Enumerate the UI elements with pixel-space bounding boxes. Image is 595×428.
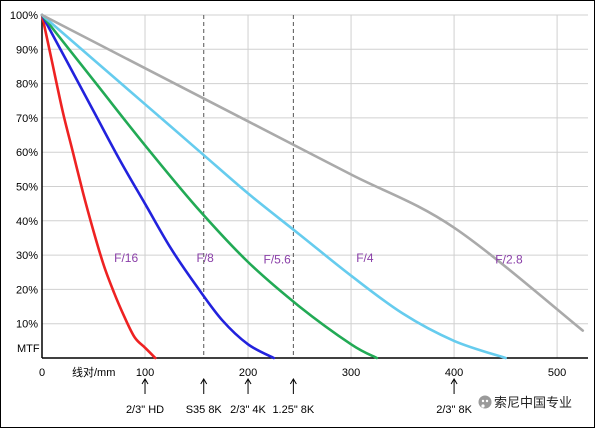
y-tick-label: 30% [16,250,38,262]
series-labels: F/16 F/8 F/5.6 F/4 F/2.8 [114,251,523,267]
y-tick-label: 60% [16,147,38,159]
y-tick-label: 20% [16,284,38,296]
annotation-arrowhead [450,378,458,385]
x-tick-label: 500 [548,367,566,379]
series-line [40,13,276,360]
y-tick-label: 90% [16,44,38,56]
annotation-label: 2/3" 8K [436,404,472,416]
series-line [40,13,585,332]
y-tick-label: 80% [16,79,38,91]
series-line [40,13,507,360]
annotation-label: S35 8K [186,404,223,416]
y-tick-label: 50% [16,182,38,194]
annotation-label: 1.25" 8K [272,404,314,416]
annotation-arrowhead [141,378,149,385]
y-tick-label: 100% [10,10,38,22]
annotation-label: 2/3" 4K [230,404,266,416]
grid [42,14,588,358]
annotation-label: 2/3" HD [126,404,164,416]
axes: 10% 20% 30% 40% 50% 60% 70% 80% 90% 100% 0 100 200 30… [10,10,588,379]
reference-lines [203,15,294,358]
annotations: 2/3" HD S35 8K 2/3" 4K 1.25" 8K 2/3" 8K [126,378,473,416]
y-tick-label: 70% [16,113,38,125]
x-axis-label: 线对/mm [72,365,115,379]
annotation-arrowhead [244,378,252,385]
x-tick-label: 0 [39,367,45,379]
x-tick-label: 100 [136,367,154,379]
wechat-icon [478,395,492,409]
series-label: F/2.8 [495,253,523,267]
series-lines [40,13,585,360]
x-tick-label: 200 [239,367,257,379]
y-axis-label: MTF [17,343,40,355]
y-tick-label: 40% [16,216,38,228]
series-label: F/8 [197,251,215,265]
series-label: F/5.6 [263,253,291,267]
series-label: F/4 [356,251,374,265]
watermark: 索尼中国专业 [478,395,572,411]
annotation-arrowhead [289,378,297,385]
x-tick-label: 300 [342,367,360,379]
y-tick-label: 10% [16,319,38,331]
series-line [40,13,379,360]
annotation-arrowhead [200,378,208,385]
series-label: F/16 [114,251,138,265]
x-tick-label: 400 [445,367,463,379]
watermark-text: 索尼中国专业 [494,396,572,411]
series-line [40,13,157,360]
